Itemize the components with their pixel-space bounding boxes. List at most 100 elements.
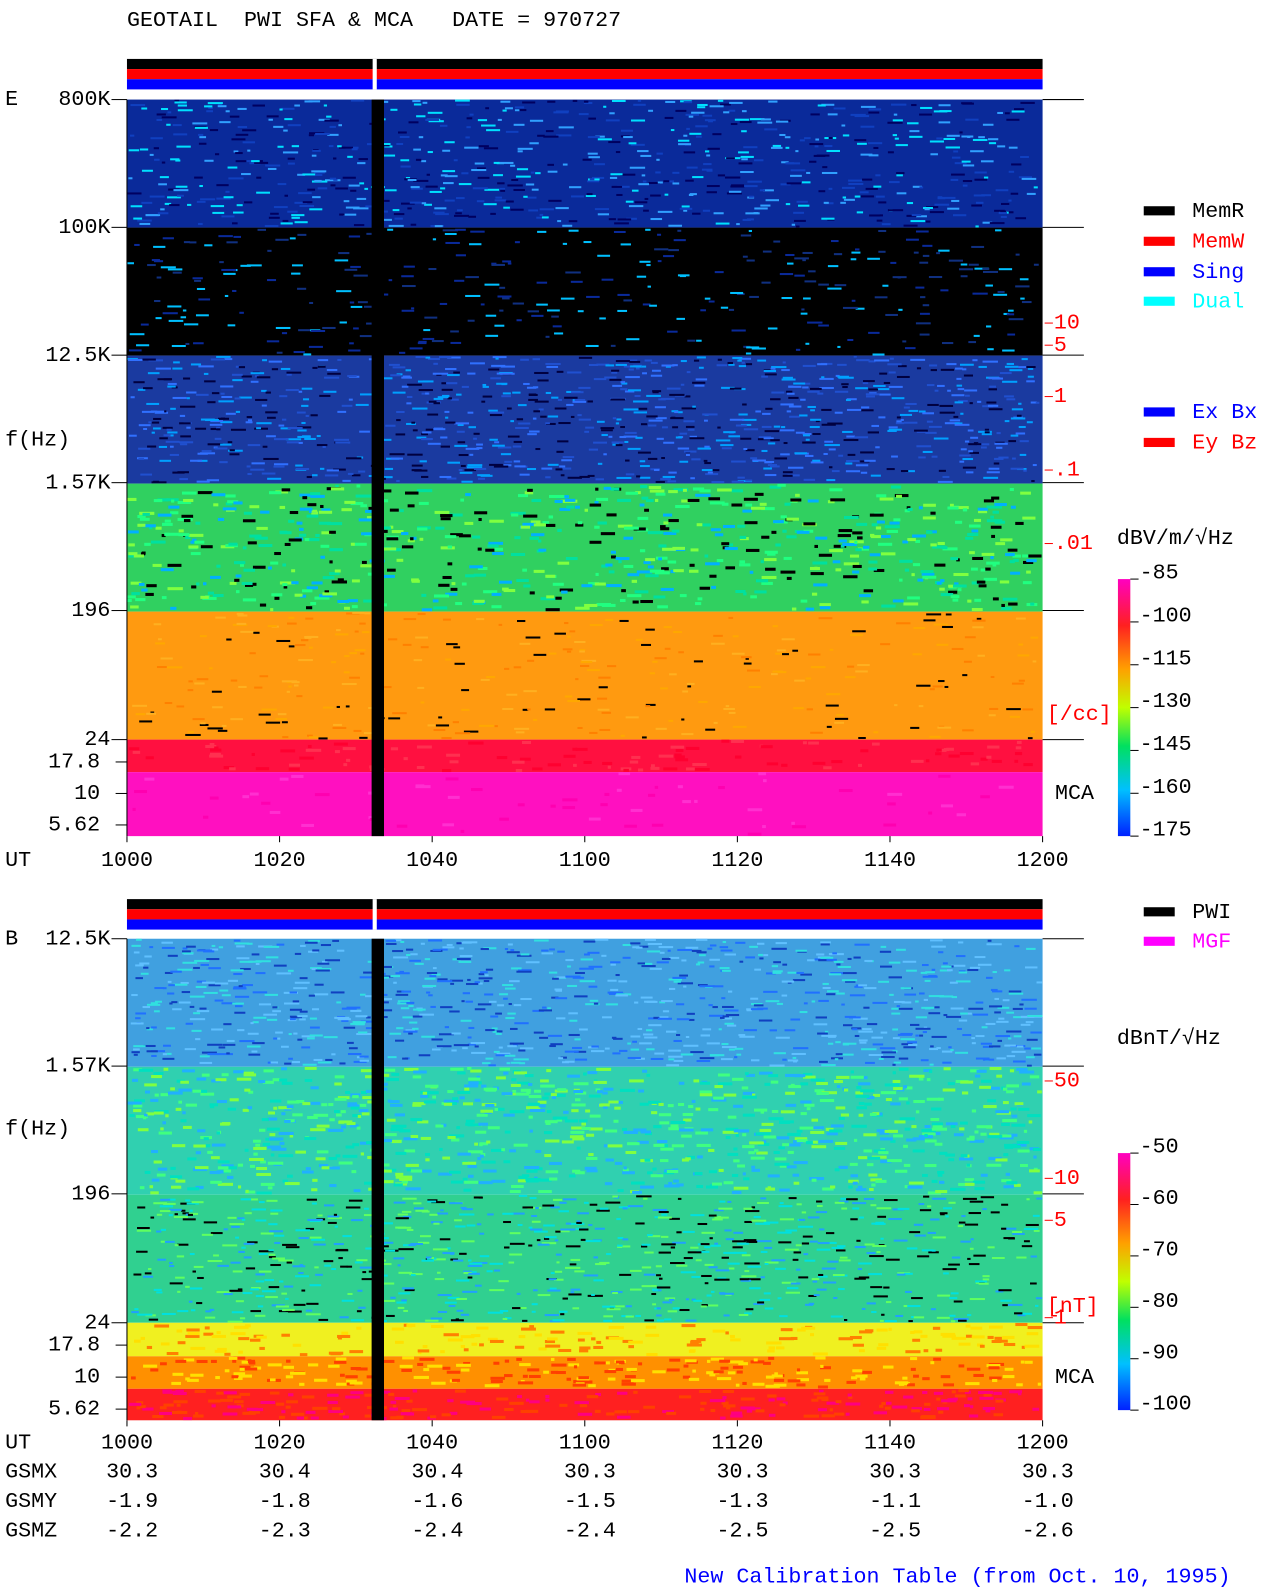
texture bbox=[712, 469, 720, 472]
texture bbox=[758, 953, 763, 956]
texture bbox=[564, 1119, 578, 1123]
texture bbox=[306, 476, 312, 479]
texture bbox=[781, 161, 789, 164]
texture bbox=[962, 458, 974, 461]
texture bbox=[999, 580, 1010, 584]
texture bbox=[163, 1044, 171, 1047]
texture bbox=[818, 1060, 828, 1063]
texture bbox=[228, 449, 243, 452]
texture bbox=[268, 216, 280, 219]
texture bbox=[359, 335, 375, 338]
y-tick-label: 12.5K bbox=[45, 344, 110, 368]
texture bbox=[150, 137, 163, 140]
texture bbox=[695, 602, 702, 606]
texture bbox=[662, 513, 673, 517]
texture bbox=[151, 1026, 157, 1029]
texture bbox=[769, 465, 780, 468]
texture bbox=[453, 214, 470, 217]
texture bbox=[473, 599, 485, 603]
texture bbox=[513, 123, 525, 126]
texture bbox=[576, 1146, 581, 1150]
texture bbox=[650, 1174, 664, 1178]
texture bbox=[146, 1003, 161, 1006]
texture bbox=[135, 598, 146, 602]
texture bbox=[982, 405, 994, 408]
texture bbox=[327, 133, 339, 136]
texture bbox=[865, 1061, 875, 1064]
texture bbox=[773, 425, 781, 428]
texture bbox=[760, 745, 773, 749]
texture bbox=[411, 578, 419, 582]
texture bbox=[427, 357, 440, 360]
texture bbox=[910, 759, 924, 763]
texture bbox=[478, 145, 489, 148]
texture bbox=[442, 394, 450, 397]
texture bbox=[411, 469, 422, 472]
texture bbox=[353, 274, 368, 277]
texture bbox=[207, 1150, 213, 1154]
texture bbox=[767, 464, 778, 467]
texture bbox=[278, 1154, 294, 1158]
texture bbox=[170, 158, 180, 161]
texture bbox=[915, 539, 921, 543]
texture bbox=[490, 212, 496, 215]
texture bbox=[922, 254, 930, 257]
texture bbox=[858, 763, 863, 767]
texture bbox=[236, 1077, 252, 1081]
texture bbox=[346, 457, 362, 460]
texture bbox=[171, 344, 186, 348]
texture bbox=[351, 605, 358, 609]
texture bbox=[133, 217, 143, 220]
texture bbox=[336, 290, 352, 293]
texture bbox=[178, 441, 194, 444]
texture bbox=[537, 134, 545, 137]
texture bbox=[997, 1006, 1010, 1009]
texture bbox=[953, 150, 959, 153]
texture bbox=[907, 1041, 918, 1044]
texture bbox=[611, 185, 623, 188]
texture bbox=[146, 1028, 153, 1031]
texture bbox=[809, 143, 824, 146]
texture bbox=[863, 1133, 877, 1137]
texture bbox=[907, 122, 919, 125]
texture bbox=[513, 460, 521, 463]
texture bbox=[525, 961, 540, 964]
texture bbox=[330, 991, 345, 994]
texture bbox=[410, 1118, 423, 1122]
texture bbox=[685, 946, 699, 949]
texture bbox=[587, 669, 600, 672]
texture bbox=[312, 366, 318, 369]
texture bbox=[242, 129, 257, 132]
texture bbox=[453, 1044, 470, 1047]
texture bbox=[351, 579, 360, 583]
texture bbox=[279, 777, 289, 781]
texture bbox=[734, 755, 742, 759]
texture bbox=[231, 373, 243, 376]
texture bbox=[893, 1087, 903, 1091]
texture bbox=[976, 1069, 987, 1073]
texture bbox=[348, 184, 360, 187]
texture bbox=[692, 487, 705, 491]
texture bbox=[407, 539, 415, 543]
texture bbox=[605, 1003, 618, 1006]
texture bbox=[393, 213, 405, 216]
texture bbox=[167, 305, 182, 308]
texture bbox=[363, 599, 376, 603]
texture bbox=[405, 1029, 415, 1032]
texture bbox=[255, 1143, 261, 1147]
texture bbox=[959, 1127, 965, 1131]
texture bbox=[908, 409, 919, 412]
texture bbox=[648, 109, 654, 112]
texture bbox=[974, 178, 988, 181]
texture bbox=[310, 414, 318, 417]
texture bbox=[137, 515, 146, 519]
texture bbox=[499, 309, 504, 312]
texture bbox=[667, 949, 671, 952]
texture bbox=[282, 1179, 288, 1183]
texture bbox=[791, 607, 797, 611]
texture bbox=[965, 118, 979, 121]
legend-swatch bbox=[1143, 296, 1175, 306]
texture bbox=[512, 1089, 517, 1094]
texture bbox=[255, 375, 259, 378]
texture bbox=[202, 596, 217, 600]
